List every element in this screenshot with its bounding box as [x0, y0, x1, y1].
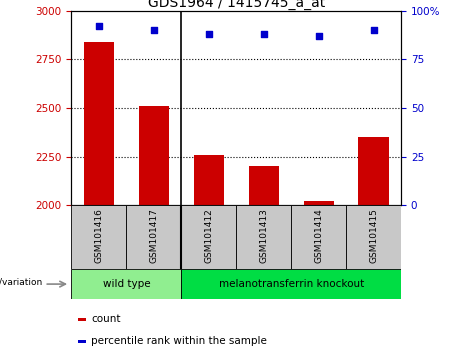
Text: genotype/variation: genotype/variation — [0, 278, 43, 287]
Text: GSM101414: GSM101414 — [314, 209, 323, 263]
Text: GSM101415: GSM101415 — [369, 209, 378, 263]
Point — [150, 27, 158, 33]
Bar — [126, 205, 181, 269]
Text: wild type: wild type — [103, 279, 150, 289]
Text: GSM101417: GSM101417 — [149, 209, 159, 263]
Text: melanotransferrin knockout: melanotransferrin knockout — [219, 279, 364, 289]
Bar — [359, 137, 389, 205]
Text: count: count — [91, 314, 121, 324]
Bar — [139, 106, 169, 205]
Text: GSM101412: GSM101412 — [204, 209, 213, 263]
Bar — [84, 42, 114, 205]
Bar — [346, 205, 401, 269]
Bar — [236, 205, 291, 269]
Bar — [181, 269, 401, 299]
Point — [315, 33, 322, 39]
Text: GSM101416: GSM101416 — [95, 209, 103, 263]
Bar — [303, 201, 334, 205]
Bar — [78, 318, 86, 321]
Text: GSM101413: GSM101413 — [259, 209, 268, 263]
Text: percentile rank within the sample: percentile rank within the sample — [91, 336, 267, 346]
Bar — [71, 269, 181, 299]
Point — [95, 23, 103, 29]
Bar — [78, 340, 86, 343]
Bar — [291, 205, 346, 269]
Title: GDS1964 / 1415745_a_at: GDS1964 / 1415745_a_at — [148, 0, 325, 10]
Bar — [194, 155, 224, 205]
Bar — [181, 205, 236, 269]
Bar — [71, 205, 126, 269]
Point — [370, 27, 377, 33]
Point — [205, 31, 213, 37]
Point — [260, 31, 267, 37]
Bar — [248, 166, 279, 205]
